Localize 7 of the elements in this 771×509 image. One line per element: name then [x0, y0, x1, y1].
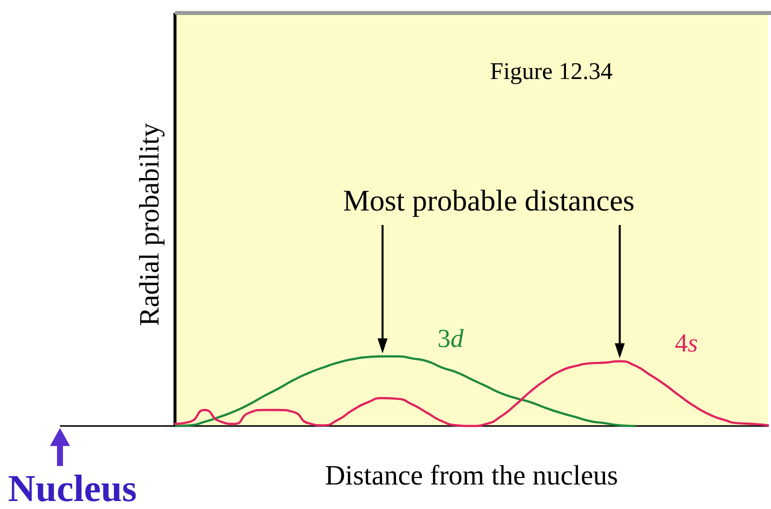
text: Most probable distances	[343, 184, 635, 218]
caption: Figure 12.34	[490, 59, 613, 85]
x-axis-title: Distance from the nucleus	[324, 460, 618, 492]
series-label: 4s	[674, 328, 698, 358]
series-label: 3d	[438, 324, 465, 353]
y-axis-title: Radial probability	[134, 123, 166, 326]
text: Nucleus	[8, 468, 137, 509]
